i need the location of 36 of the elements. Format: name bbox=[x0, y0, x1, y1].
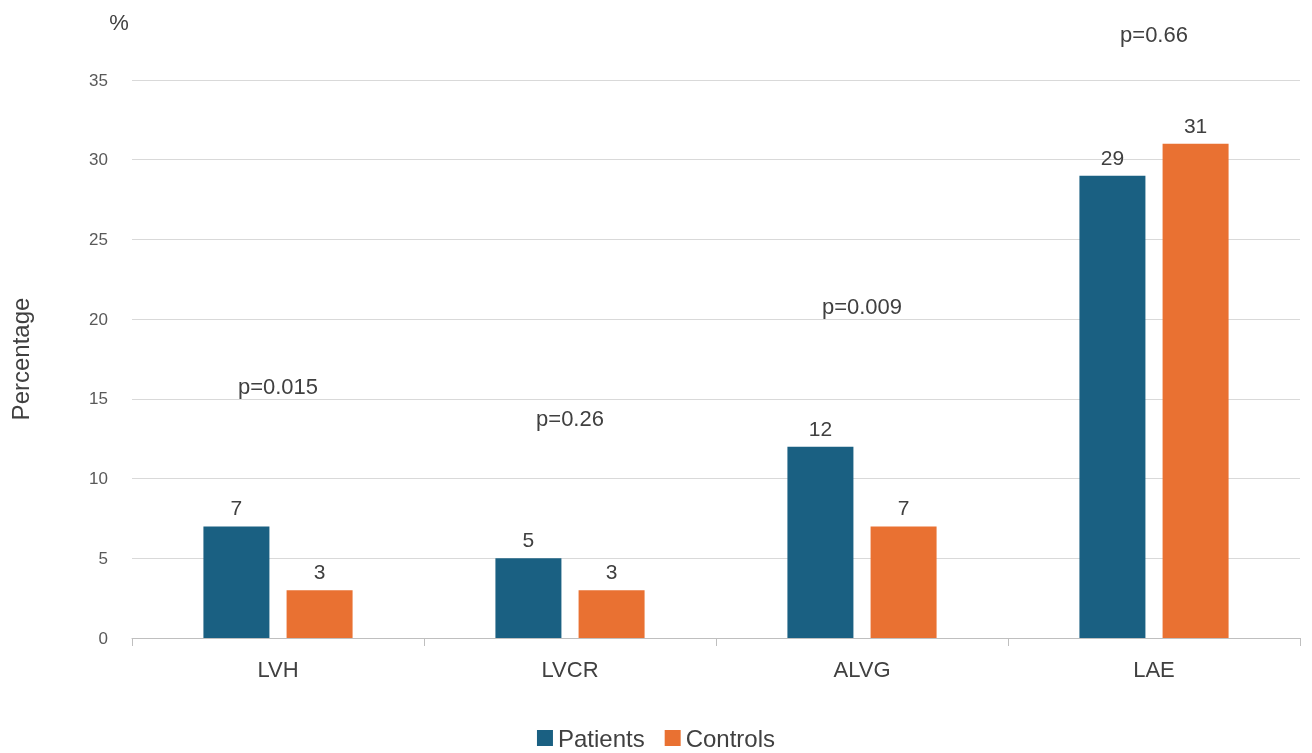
y-tick-label: 10 bbox=[89, 469, 108, 489]
y-tick-label: 0 bbox=[98, 628, 108, 648]
bar bbox=[578, 590, 645, 638]
legend-label: Controls bbox=[685, 724, 776, 752]
y-tick-label: 35 bbox=[89, 70, 108, 90]
x-tick-label: LVH bbox=[257, 656, 299, 682]
text: % bbox=[109, 9, 129, 35]
x-tick-label: ALVG bbox=[833, 656, 891, 682]
y-axis-title: Percentage bbox=[6, 297, 34, 421]
x-tick-label: LVCR bbox=[541, 656, 599, 682]
y-tick-label: 15 bbox=[89, 389, 108, 409]
data-label: 3 bbox=[605, 560, 618, 584]
y-tick-label: 5 bbox=[98, 548, 108, 568]
x-tick-label: LAE bbox=[1133, 656, 1175, 682]
bar bbox=[286, 590, 353, 638]
data-label: 12 bbox=[808, 416, 833, 440]
bar bbox=[203, 526, 270, 638]
legend-label: Patients bbox=[557, 724, 645, 752]
text: p=0.66 bbox=[1120, 21, 1188, 47]
data-label: 29 bbox=[1100, 145, 1125, 169]
bar bbox=[787, 446, 854, 638]
annotation: p=0.009 bbox=[821, 294, 903, 320]
y-tick-label: 30 bbox=[89, 150, 108, 170]
annotation: p=0.015 bbox=[237, 373, 319, 399]
data-label: 31 bbox=[1183, 113, 1208, 137]
bar bbox=[1079, 175, 1146, 638]
data-label: 5 bbox=[522, 528, 535, 552]
y-tick-label: 25 bbox=[89, 229, 108, 249]
bar bbox=[1162, 143, 1229, 638]
y-tick-label: 20 bbox=[89, 309, 108, 329]
data-label: 3 bbox=[313, 560, 326, 584]
annotation: p=0.26 bbox=[536, 405, 604, 431]
bar bbox=[870, 526, 937, 638]
bar bbox=[495, 558, 562, 638]
data-label: 7 bbox=[230, 496, 243, 520]
data-label: 7 bbox=[897, 496, 910, 520]
